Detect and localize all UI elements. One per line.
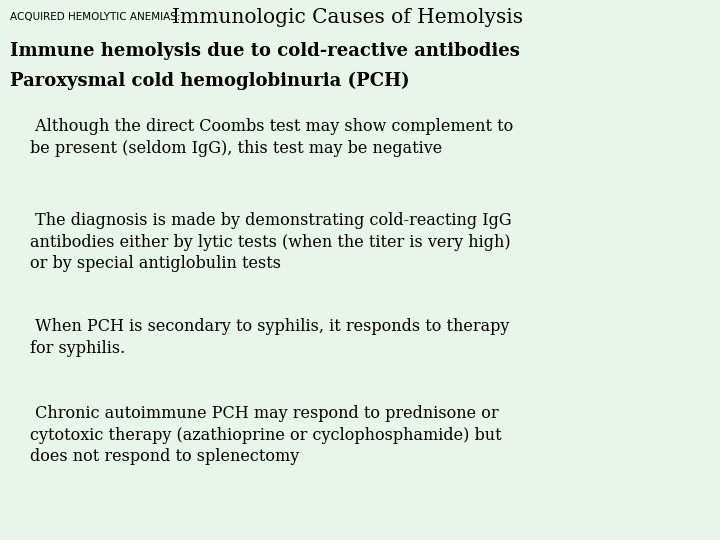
Text: ACQUIRED HEMOLYTIC ANEMIAS:: ACQUIRED HEMOLYTIC ANEMIAS:	[10, 12, 181, 22]
Text: Immune hemolysis due to cold-reactive antibodies: Immune hemolysis due to cold-reactive an…	[10, 42, 520, 60]
Text: The diagnosis is made by demonstrating cold-reacting IgG
antibodies either by ly: The diagnosis is made by demonstrating c…	[30, 212, 512, 272]
Text: When PCH is secondary to syphilis, it responds to therapy
for syphilis.: When PCH is secondary to syphilis, it re…	[30, 318, 509, 356]
Text: Chronic autoimmune PCH may respond to prednisone or
cytotoxic therapy (azathiopr: Chronic autoimmune PCH may respond to pr…	[30, 405, 502, 465]
Text: Although the direct Coombs test may show complement to
be present (seldom IgG), : Although the direct Coombs test may show…	[30, 118, 513, 157]
Text: Paroxysmal cold hemoglobinuria (PCH): Paroxysmal cold hemoglobinuria (PCH)	[10, 72, 410, 90]
Text: Immunologic Causes of Hemolysis: Immunologic Causes of Hemolysis	[172, 8, 523, 27]
